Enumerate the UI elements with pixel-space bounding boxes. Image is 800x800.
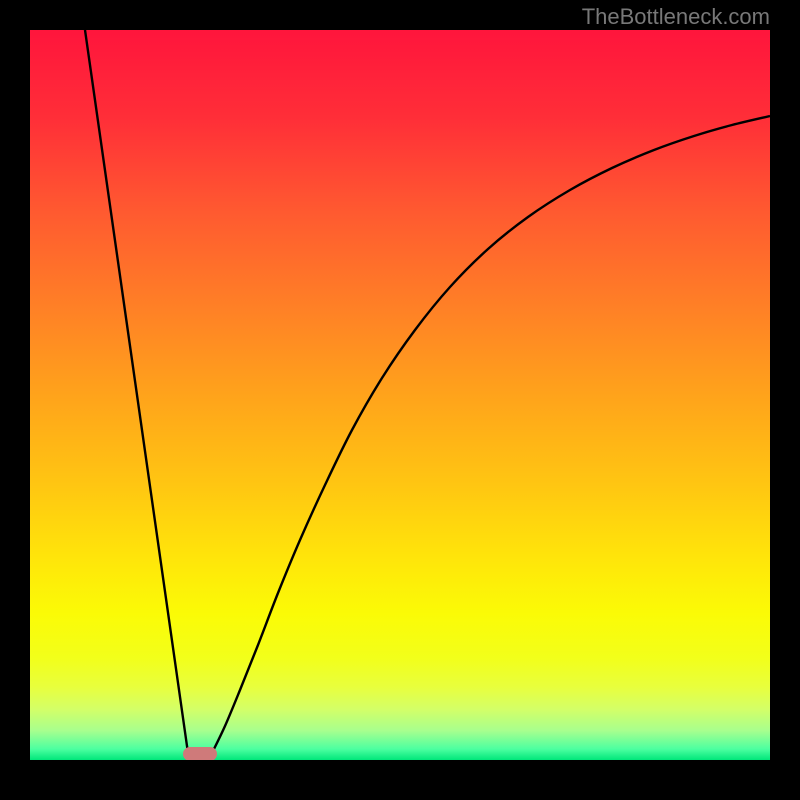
chart-frame: TheBottleneck.com xyxy=(0,0,800,800)
plot-area xyxy=(30,30,770,760)
border-right xyxy=(770,0,800,800)
bottleneck-curve xyxy=(30,30,770,760)
watermark-text: TheBottleneck.com xyxy=(582,4,770,30)
border-left xyxy=(0,0,30,800)
optimum-marker xyxy=(183,747,217,761)
border-bottom xyxy=(0,760,800,800)
